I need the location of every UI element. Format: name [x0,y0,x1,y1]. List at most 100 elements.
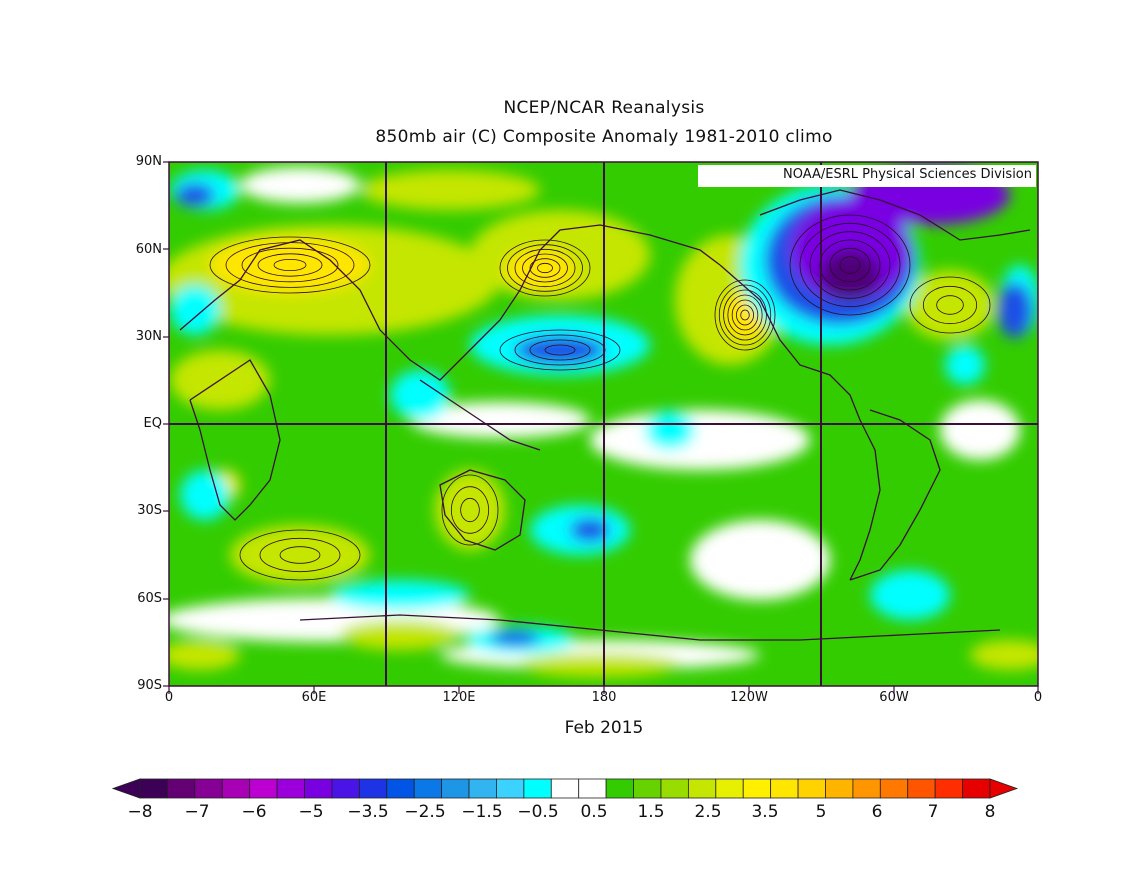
anomaly-region [390,370,450,420]
x-tick: 60E [301,690,327,705]
grid-lines [169,162,1038,686]
contour-line [522,253,568,283]
colorbar-swatch [496,778,525,799]
colorbar-label: 0.5 [580,802,608,822]
colorbar-swatch [468,778,497,799]
anomaly-region [340,620,460,650]
contour-line [273,258,307,271]
contour-line [460,497,480,523]
colorbar-swatch [605,778,634,799]
contour-line [209,236,371,294]
colorbar-swatch [934,778,963,799]
anomaly-region [520,653,680,677]
contour-line [909,276,991,334]
colorbar-label: −3.5 [347,802,389,822]
coastline [419,379,541,451]
y-tick: 90N [135,154,162,169]
anomaly-region [505,248,575,292]
contour-line [922,285,978,325]
anomaly-region [170,285,220,335]
contour-line [529,258,561,278]
coastline [719,264,881,581]
contour-line [718,284,772,346]
colorbar-swatch [907,778,936,799]
colorbar-swatch [249,778,278,799]
colorbar-swatch [742,778,772,799]
contour-line [809,231,891,299]
x-tick: 120W [730,690,768,705]
anomaly-region [690,520,830,600]
contour-line [537,262,553,274]
anomaly-region [945,345,985,385]
contour-line [239,529,361,581]
x-tick: 180 [591,690,617,705]
contour-line [499,329,621,371]
colorbar-label: 8 [984,802,996,822]
colorbar-label: 6 [871,802,883,822]
contour-line [279,546,321,564]
anomaly-region [820,250,880,300]
colorbar-label: 2.5 [694,802,722,822]
contour-line [714,279,776,351]
coastline [179,224,721,381]
colorbar-label: −2.5 [404,802,446,822]
anomaly-region [940,400,1020,460]
contour-line [789,214,911,316]
colorbar-swatch [331,778,360,799]
colorbar-swatch [770,778,799,799]
colorbar-swatch [194,778,223,799]
anomaly-region [970,640,1038,670]
x-tick: 60W [879,690,909,705]
contour-line [514,248,576,288]
colorbar-swatch [962,778,991,799]
anomaly-region [435,470,505,550]
contour-line [450,486,490,534]
coastline [189,359,281,521]
contour-line [736,304,754,326]
colorbar-label: 3.5 [751,802,779,822]
map-title: NCEP/NCAR Reanalysis [503,98,705,118]
colorbar-swatch [797,778,826,799]
colorbar-swatch [221,778,251,799]
anomaly-region [210,237,370,293]
credit-label: NOAA/ESRL Physical Sciences Division [698,165,1036,187]
colorbar-swatch [550,778,580,799]
contour-line [499,239,591,297]
coastline [439,469,526,551]
colorbar-label: −8 [127,802,153,822]
contour-line [544,344,576,356]
colorbar-swatch [304,778,333,799]
anomaly-region [997,282,1033,338]
colorbar-label: −7 [184,802,210,822]
x-tick: 120E [442,690,476,705]
colorbar-swatch [879,778,909,799]
anomaly-region [490,630,540,646]
y-tick: 90S [137,678,162,693]
x-tick: 0 [164,690,174,705]
colorbar-swatch [523,778,552,799]
map-subtitle: 850mb air (C) Composite Anomaly 1981-201… [375,127,833,147]
anomaly-region [240,167,360,203]
anomaly-region [870,570,950,620]
anomaly-region [570,518,610,542]
contour-line [829,247,871,283]
colorbar-label: −1.5 [461,802,503,822]
colorbar-swatch [441,778,470,799]
y-tick: 30N [135,329,162,344]
y-tick: EQ [143,416,162,431]
colorbar-label: 7 [927,802,939,822]
anomaly-region [360,170,540,210]
contour-line [441,474,499,546]
y-tick: 60N [135,242,162,257]
colorbar-swatch [276,778,305,799]
anomaly-region [169,640,240,670]
colorbar-swatch [386,778,415,799]
x-tick: 0 [1033,690,1043,705]
colorbar-swatch [578,778,607,799]
colorbar-swatch [358,778,388,799]
y-tick: 60S [137,591,162,606]
colorbar-label: −0.5 [517,802,559,822]
contour-line [839,256,861,274]
colorbar-min-arrow [111,778,141,799]
